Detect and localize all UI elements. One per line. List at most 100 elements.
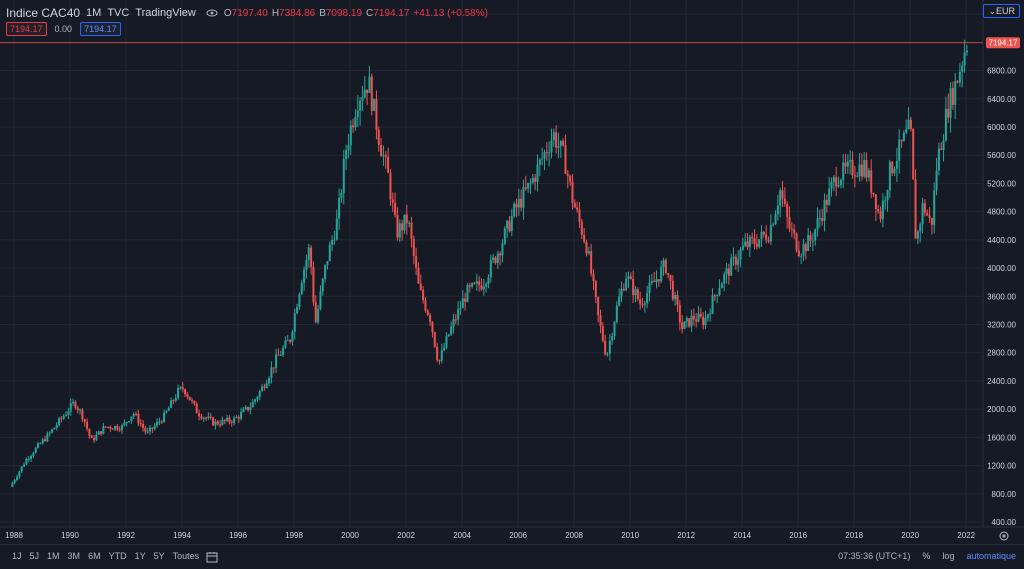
candle-body: [256, 397, 259, 400]
price-chart[interactable]: 400.00 800.00 1200.00 1600.00 2000.00 2400.00…: [0, 0, 1024, 544]
candle-body: [711, 295, 714, 314]
candle-body: [863, 160, 866, 177]
candle-body: [555, 132, 558, 148]
range-buttons: 1J 5J 1M 3M 6M YTD 1Y 5Y Toutes: [12, 551, 199, 561]
candle-body: [207, 416, 210, 419]
vertical-gridlines: [13, 0, 967, 527]
candle-body: [674, 294, 677, 300]
candle-body: [349, 125, 352, 146]
candle-body: [254, 399, 257, 402]
auto-scale-toggle[interactable]: automatique: [966, 551, 1016, 561]
range-6m-button[interactable]: 6M: [88, 551, 101, 561]
candle-body: [39, 443, 42, 445]
candle-body: [566, 173, 569, 176]
candle-body: [289, 340, 292, 342]
candle-body: [879, 211, 882, 220]
candle-body: [419, 283, 422, 290]
candle-body: [111, 428, 114, 430]
candle-body: [559, 140, 562, 147]
candle-body: [669, 274, 672, 282]
candle-body: [205, 417, 208, 419]
range-1m-button[interactable]: 1M: [47, 551, 60, 561]
candle-body: [165, 410, 168, 413]
range-all-button[interactable]: Toutes: [172, 551, 200, 561]
price-axis-label: 6800.00: [987, 67, 1016, 76]
candle-body: [524, 187, 527, 189]
candle-body: [839, 179, 842, 185]
candle-body: [786, 203, 789, 218]
candle-body: [741, 245, 744, 250]
candle-body: [963, 52, 966, 66]
candle-body: [601, 326, 604, 341]
candle-body: [499, 253, 502, 256]
range-3m-button[interactable]: 3M: [67, 551, 81, 561]
candle-body: [398, 223, 401, 238]
candle-body: [76, 407, 79, 410]
log-toggle[interactable]: log: [942, 551, 955, 561]
clock-time[interactable]: 07:35:36 (UTC+1): [838, 551, 911, 561]
candle-body: [748, 236, 751, 248]
time-axis-settings[interactable]: [999, 531, 1009, 541]
candle-body: [716, 295, 719, 297]
eye-icon[interactable]: [206, 7, 218, 19]
candle-body: [930, 217, 933, 225]
last-price-label: 7194.17: [989, 39, 1018, 48]
candle-body: [90, 435, 93, 439]
candle-body: [814, 229, 817, 241]
candle-body: [219, 424, 222, 426]
percent-toggle[interactable]: %: [922, 551, 931, 561]
time-axis-label: 2016: [789, 531, 807, 540]
candle-body: [32, 453, 35, 456]
candle-body: [384, 155, 387, 157]
range-ytd-button[interactable]: YTD: [108, 551, 127, 561]
candle-body: [734, 256, 737, 265]
time-axis-labels: 1988 1990 1992 1994 1996 1998 2000 2002 2004 2006…: [5, 531, 976, 540]
price-axis-label: 800.00: [992, 490, 1017, 499]
candle-body: [272, 367, 275, 369]
candle-body: [247, 406, 250, 411]
range-1d-button[interactable]: 1J: [12, 551, 22, 561]
candle-body: [550, 140, 553, 153]
candle-body: [681, 322, 684, 329]
candle-body: [858, 164, 861, 176]
candle-body: [13, 479, 16, 483]
candle-body: [142, 424, 145, 428]
candle-body: [632, 278, 635, 296]
range-5d-button[interactable]: 5J: [29, 551, 40, 561]
price-axis-label: 400.00: [992, 518, 1017, 527]
candle-body: [667, 273, 670, 275]
range-5y-button[interactable]: 5Y: [153, 551, 165, 561]
time-axis-label: 2020: [901, 531, 919, 540]
candle-body: [62, 416, 65, 419]
candle-body: [27, 458, 30, 460]
candle-body: [926, 212, 929, 216]
interval-label: 1M: [86, 7, 102, 19]
candle-body: [172, 400, 175, 402]
symbol-name[interactable]: Indice CAC40: [6, 6, 81, 20]
candle-body: [718, 288, 721, 296]
candle-body: [515, 203, 518, 208]
candle-body: [305, 259, 308, 270]
candle-body: [886, 190, 889, 201]
range-1y-button[interactable]: 1Y: [134, 551, 146, 561]
candle-body: [387, 156, 390, 173]
calendar-icon[interactable]: [206, 551, 218, 563]
candle-body: [55, 425, 58, 428]
candle-body: [198, 413, 201, 417]
candle-body: [216, 421, 219, 425]
candle-body: [20, 466, 23, 472]
candle-body: [424, 300, 427, 311]
candle-body: [242, 409, 245, 412]
candle-body: [370, 76, 373, 111]
currency-selector[interactable]: ⌄EUR: [983, 4, 1020, 18]
price-axis-label: 6000.00: [987, 123, 1016, 132]
candle-body: [389, 172, 392, 200]
time-axis-label: 2018: [845, 531, 863, 540]
candle-body: [312, 266, 315, 303]
candle-body: [347, 145, 350, 151]
time-axis-label: 2008: [565, 531, 583, 540]
candle-body: [802, 244, 805, 256]
candle-body: [867, 170, 870, 178]
candle-body: [690, 315, 693, 327]
candle-body: [401, 223, 404, 231]
